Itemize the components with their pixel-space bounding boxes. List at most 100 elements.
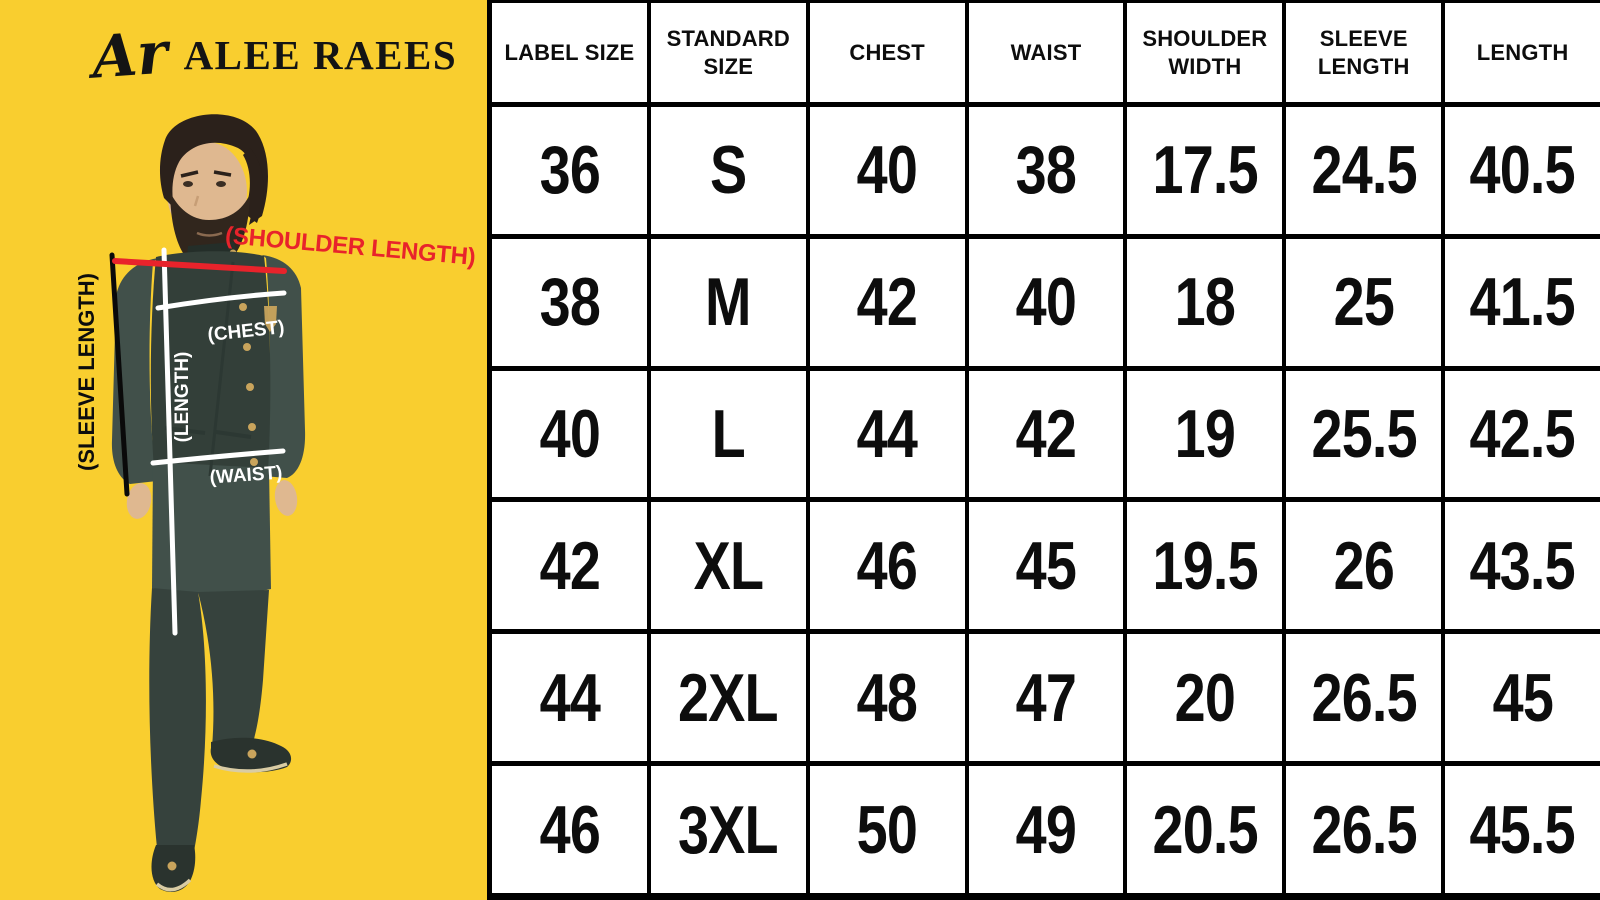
table-cell-value: M	[705, 264, 752, 341]
size-table: LABEL SIZE STANDARD SIZE CHEST WAIST SHOULDE…	[487, 0, 1600, 900]
table-cell: 26.5	[1286, 766, 1446, 893]
table-cell: 40.5	[1445, 107, 1600, 234]
table-cell: M	[650, 238, 810, 366]
table-row: 46 3XL 50 49 20.5 26.5 45.5	[492, 766, 1600, 893]
table-cell: 2XL	[650, 634, 810, 762]
table-row: 38 M 42 40 18 25 41.5	[492, 238, 1600, 371]
table-cell-value: 41.5	[1469, 264, 1576, 341]
table-cell-value: 46	[539, 791, 600, 868]
table-cell: 26.5	[1286, 634, 1446, 762]
sleeve-length-line	[109, 252, 130, 497]
table-cell: 40	[968, 238, 1128, 366]
vest-pocket	[164, 426, 206, 435]
table-cell: 19	[1127, 370, 1287, 498]
brand-name: ALEE RAEES	[183, 32, 458, 78]
vest-button	[239, 303, 247, 311]
table-cell-value: 38	[1015, 132, 1077, 209]
table-cell: 25.5	[1286, 370, 1446, 498]
table-cell-value: 19.5	[1152, 527, 1258, 604]
column-header-waist: WAIST	[968, 3, 1128, 102]
table-cell-value: 40.5	[1469, 132, 1576, 209]
column-header-label-size: LABEL SIZE	[492, 3, 651, 102]
table-cell: 44	[492, 634, 651, 762]
column-header-standard-size: STANDARD SIZE	[650, 3, 810, 102]
table-cell-value: 42	[1015, 396, 1077, 473]
kurta-hem	[152, 462, 271, 595]
table-cell: 46	[492, 766, 651, 893]
table-cell: 19.5	[1127, 502, 1287, 630]
vest-button	[248, 423, 256, 431]
table-cell: 20.5	[1127, 766, 1287, 893]
table-row: 42 XL 46 45 19.5 26 43.5	[492, 502, 1600, 635]
column-header-chest: CHEST	[809, 3, 969, 102]
model-nose	[193, 195, 200, 207]
table-cell-value: S	[710, 132, 747, 209]
size-table-header-row: LABEL SIZE STANDARD SIZE CHEST WAIST SHOULDE…	[492, 3, 1600, 107]
table-cell-value: 40	[539, 396, 600, 473]
table-cell: 20	[1127, 634, 1287, 762]
table-cell-value: 42.5	[1469, 396, 1576, 473]
table-cell: 40	[809, 107, 969, 234]
table-cell-value: 17.5	[1152, 132, 1258, 209]
table-cell-value: 20	[1174, 659, 1236, 736]
table-cell: 38	[968, 107, 1128, 234]
table-cell-value: 26.5	[1311, 659, 1417, 736]
table-row: 40 L 44 42 19 25.5 42.5	[492, 370, 1600, 503]
brand-monogram: Ar	[89, 18, 170, 92]
table-cell: 17.5	[1127, 107, 1287, 234]
table-cell-value: XL	[693, 527, 764, 604]
length-line	[161, 247, 178, 636]
table-cell-value: 26.5	[1311, 791, 1417, 868]
shoulder-length-line	[112, 258, 287, 274]
table-cell: 45	[1445, 634, 1600, 762]
table-cell-value: 40	[1015, 264, 1077, 341]
trouser-front-leg	[198, 590, 269, 750]
table-cell: 42	[968, 370, 1128, 498]
model-brow	[180, 170, 199, 178]
model-hair	[159, 114, 268, 225]
table-cell: 42	[809, 238, 969, 366]
table-cell: 42.5	[1445, 370, 1600, 498]
table-row: 44 2XL 48 47 20 26.5 45	[492, 634, 1600, 767]
vest-pocket	[215, 430, 252, 439]
table-cell: 36	[492, 107, 651, 234]
model-eye	[216, 181, 226, 187]
table-cell-value: 42	[539, 527, 600, 604]
shoe-sole	[155, 878, 192, 892]
brand-logo: Ar ALEE RAEES	[89, 18, 458, 92]
table-cell-value: 42	[856, 264, 918, 341]
table-cell-value: 45	[1492, 659, 1553, 736]
table-cell-value: 49	[1015, 791, 1077, 868]
table-cell: XL	[650, 502, 810, 630]
model-figure	[111, 114, 306, 892]
table-cell-value: 26	[1333, 527, 1395, 604]
column-header-length: LENGTH	[1445, 3, 1600, 102]
table-cell: 49	[968, 766, 1128, 893]
table-row: 36 S 40 38 17.5 24.5 40.5	[492, 107, 1600, 239]
column-header-shoulder-width: SHOULDER WIDTH	[1127, 3, 1287, 102]
table-cell-value: 45	[1015, 527, 1077, 604]
table-cell: 45.5	[1445, 766, 1600, 893]
table-cell-value: 25	[1333, 264, 1395, 341]
table-cell: 47	[968, 634, 1128, 762]
table-cell: 18	[1127, 238, 1287, 366]
shoe-crest	[167, 861, 177, 871]
table-cell-value: 47	[1015, 659, 1077, 736]
table-cell-value: 36	[539, 132, 600, 209]
table-cell-value: 3XL	[678, 791, 779, 868]
table-cell: 48	[809, 634, 969, 762]
table-cell-value: 24.5	[1311, 132, 1417, 209]
brand-panel: Ar ALEE RAEES	[0, 0, 487, 900]
table-cell: 24.5	[1286, 107, 1446, 234]
shoe-crest	[247, 749, 257, 759]
table-cell: 38	[492, 238, 651, 366]
table-cell: 45	[968, 502, 1128, 630]
shoe-sole	[213, 762, 288, 773]
table-cell-value: L	[711, 396, 746, 473]
table-cell-value: 40	[856, 132, 918, 209]
column-header-sleeve-length: SLEEVE LENGTH	[1286, 3, 1446, 102]
table-cell: 50	[809, 766, 969, 893]
waist-label: (WAIST)	[209, 462, 283, 488]
table-cell: S	[650, 107, 810, 234]
table-cell-value: 2XL	[678, 659, 779, 736]
